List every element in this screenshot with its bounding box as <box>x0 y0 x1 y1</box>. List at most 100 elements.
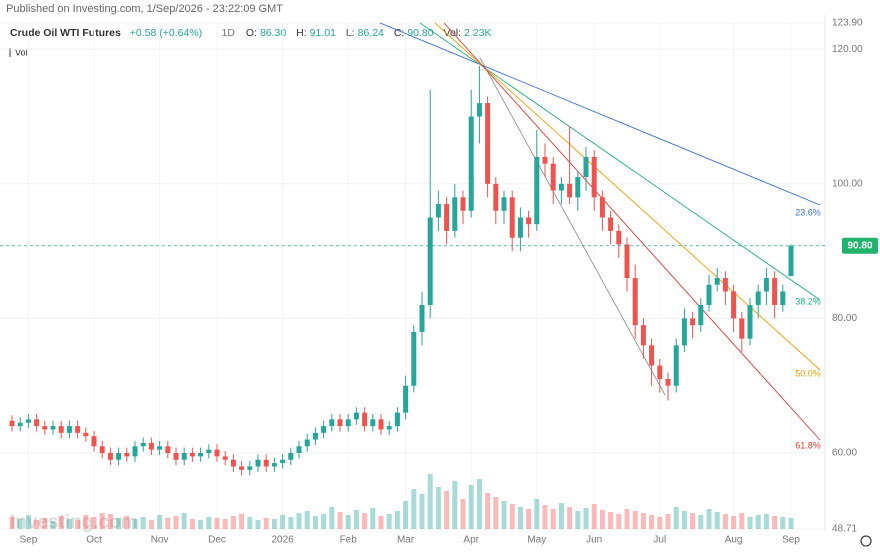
volume-bar <box>9 517 15 529</box>
volume-bar <box>485 493 491 529</box>
volume-bar <box>58 516 64 529</box>
volume-bar <box>140 517 146 529</box>
candle-body <box>116 453 122 460</box>
candle-body <box>378 419 384 430</box>
candle-body <box>280 459 286 464</box>
candle-body <box>517 217 523 238</box>
volume-bar <box>714 512 720 529</box>
volume-bar <box>337 512 343 529</box>
y-tick-label: 100.00 <box>832 178 863 189</box>
ohlc-value: 86.30 <box>260 27 286 39</box>
fib-line <box>419 22 821 301</box>
candle-body <box>427 217 433 305</box>
volume-bar <box>99 513 105 529</box>
volume-bar <box>66 519 72 529</box>
ohlc-value: 2.23K <box>464 27 491 39</box>
volume-bar <box>214 518 220 529</box>
volume-bar <box>280 515 286 529</box>
volume-bar <box>567 507 573 529</box>
volume-bar <box>444 491 450 529</box>
candle-body <box>173 453 179 460</box>
instrument-title: Crude Oil WTI Futures <box>10 27 121 39</box>
volume-bar <box>649 515 655 529</box>
x-tick-label: Sep <box>20 535 38 546</box>
candle-body <box>747 304 753 339</box>
x-tick-label: Dec <box>208 535 226 546</box>
volume-bar <box>198 520 204 529</box>
volume-bar <box>50 521 56 529</box>
volume-bar <box>304 511 310 529</box>
volume-bar <box>542 505 548 529</box>
x-tick-label: May <box>527 535 546 546</box>
volume-bar <box>624 509 630 529</box>
candle-body <box>83 432 89 437</box>
candle-body <box>632 278 638 326</box>
volume-bar <box>640 513 646 529</box>
candle-body <box>296 446 302 454</box>
candle-body <box>640 325 646 346</box>
candle-body <box>435 204 441 218</box>
volume-bar <box>132 519 138 529</box>
volume-bar <box>353 510 359 529</box>
volume-bar <box>181 513 187 529</box>
candle-body <box>501 197 507 211</box>
fib-label: 38.2% <box>795 296 821 306</box>
volume-bar <box>583 508 589 529</box>
volume-bar <box>763 514 769 529</box>
volume-bar <box>558 503 564 529</box>
settings-icon[interactable] <box>860 535 872 547</box>
volume-bar <box>747 517 753 529</box>
volume-bar <box>468 485 474 529</box>
candle-body <box>772 278 778 305</box>
x-tick-label: Oct <box>86 535 102 546</box>
volume-label: Vol <box>15 47 28 57</box>
volume-bar <box>394 511 400 529</box>
candle-body <box>189 453 195 457</box>
candle-body <box>599 197 605 218</box>
candle-body <box>230 459 236 467</box>
candle-body <box>362 412 368 427</box>
volume-bar <box>575 511 581 529</box>
candle-body <box>444 204 450 231</box>
candle-body <box>534 156 540 225</box>
volume-bar <box>476 479 482 529</box>
candle-body <box>214 449 220 457</box>
candle-body <box>148 442 154 450</box>
volume-bar <box>91 517 97 529</box>
candle-body <box>526 217 532 225</box>
candle-body <box>731 291 737 319</box>
candle-body <box>411 331 417 386</box>
volume-bar <box>599 510 605 529</box>
candle-body <box>255 459 261 467</box>
candle-body <box>345 419 351 427</box>
y-tick-label: 80.00 <box>832 313 857 324</box>
candle-body <box>681 318 687 346</box>
volume-bar <box>25 515 31 529</box>
last-price-label: 90.80 <box>847 240 872 251</box>
published-note: Published on Investing.com, 1/Sep/2026 -… <box>6 3 283 15</box>
volume-bar <box>296 513 302 529</box>
fan-line <box>479 57 666 396</box>
last-price-tag <box>842 237 878 254</box>
volume-bar <box>517 507 523 529</box>
vol-marker <box>9 48 11 57</box>
candle-body <box>394 412 400 427</box>
y-tick-label: 120.00 <box>832 44 863 55</box>
volume-bar <box>271 519 277 529</box>
y-tick-label: 60.00 <box>832 448 857 459</box>
volume-bar <box>493 497 499 529</box>
change: +0.58 (+0.64%) <box>130 27 202 39</box>
candle-body <box>452 197 458 231</box>
candle-body <box>9 420 15 427</box>
volume-bar <box>386 514 392 529</box>
candle-body <box>739 318 745 339</box>
candle-body <box>58 426 64 433</box>
volume-bar <box>321 514 327 529</box>
candle-body <box>17 422 23 427</box>
x-tick-label: Nov <box>151 535 169 546</box>
ohlc-key: C: <box>394 27 405 39</box>
volume-bar <box>148 520 154 529</box>
candle-body <box>75 426 81 433</box>
volume-bar <box>34 520 40 529</box>
candle-body <box>665 378 671 386</box>
